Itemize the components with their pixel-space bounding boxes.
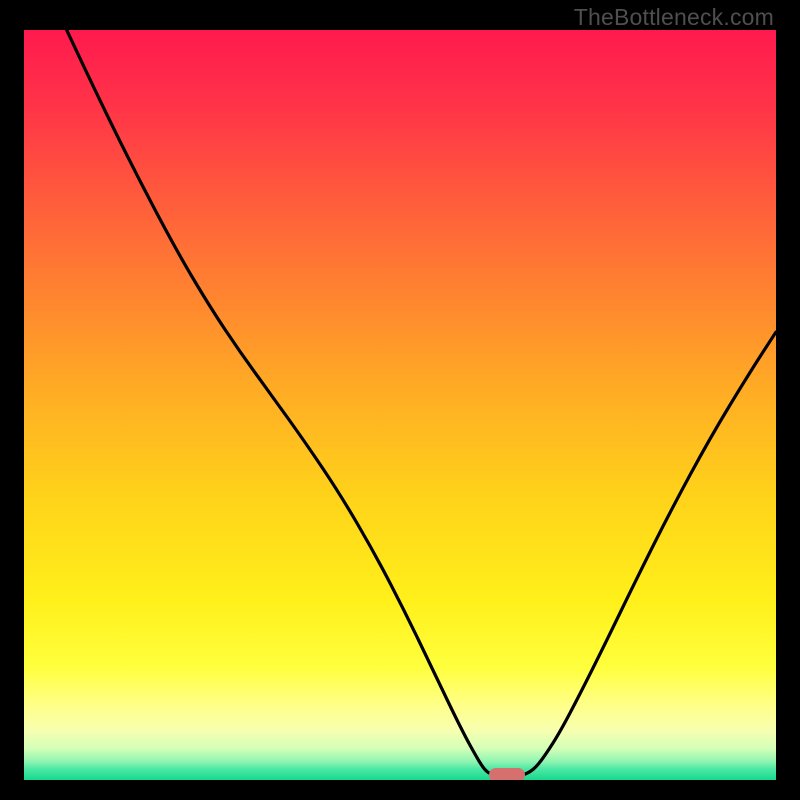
chart-frame: TheBottleneck.com [0,0,800,800]
watermark-text: TheBottleneck.com [574,4,774,31]
bottleneck-chart [0,0,800,800]
optimal-marker [489,768,525,782]
plot-background [24,30,776,780]
